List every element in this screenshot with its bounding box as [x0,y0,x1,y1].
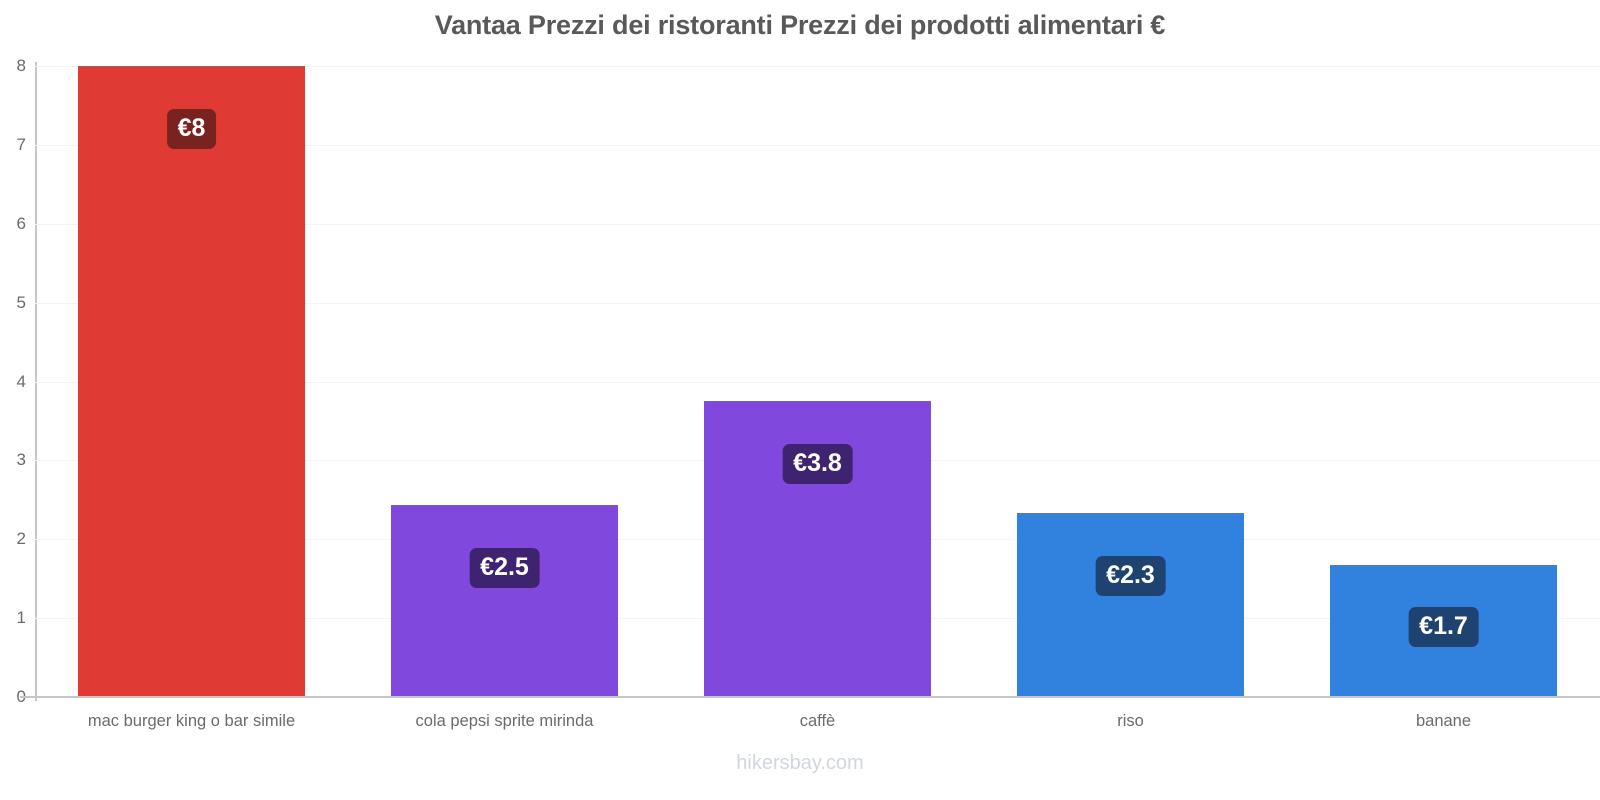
y-axis-tick-label: 8 [16,56,26,75]
y-axis-tick-label: 4 [16,371,26,391]
gridline [35,223,1600,225]
gridline [35,302,1600,304]
x-axis-category-label: riso [1117,712,1144,730]
gridline [35,381,1600,383]
y-axis-tick-label: 7 [16,134,26,154]
bar-value-label: €8 [166,109,217,149]
y-axis-tick-label: 2 [16,529,26,549]
bar-value-label: €1.7 [1408,607,1479,648]
x-axis-category-label: caffè [799,712,836,730]
x-axis-category-label: banane [1415,712,1472,730]
x-axis-category-label: cola pepsi sprite mirinda [415,712,594,730]
footer-credit: hikersbay.com [736,752,864,774]
bar-value-label: €2.5 [469,548,540,589]
x-axis-category-label: mac burger king o bar simile [87,712,296,730]
bar-value-label: €3.8 [782,444,853,485]
y-axis-tick-label: 6 [16,213,26,233]
bar[interactable] [78,66,305,697]
y-axis-tick-label: 3 [16,450,26,470]
bar[interactable] [391,505,618,697]
y-axis-tick-label: 1 [16,608,26,628]
bar[interactable] [1017,513,1244,697]
plot-area: €8 €2.5 €3.8 €2.3 €1.7 [35,66,1600,697]
y-axis-tick-label: 5 [16,292,26,312]
gridline [35,66,1600,67]
gridline [35,144,1600,146]
bar-value-label: €2.3 [1095,556,1166,597]
chart-title: Vantaa Prezzi dei ristoranti Prezzi dei … [434,10,1166,40]
x-axis-line [20,696,1600,698]
